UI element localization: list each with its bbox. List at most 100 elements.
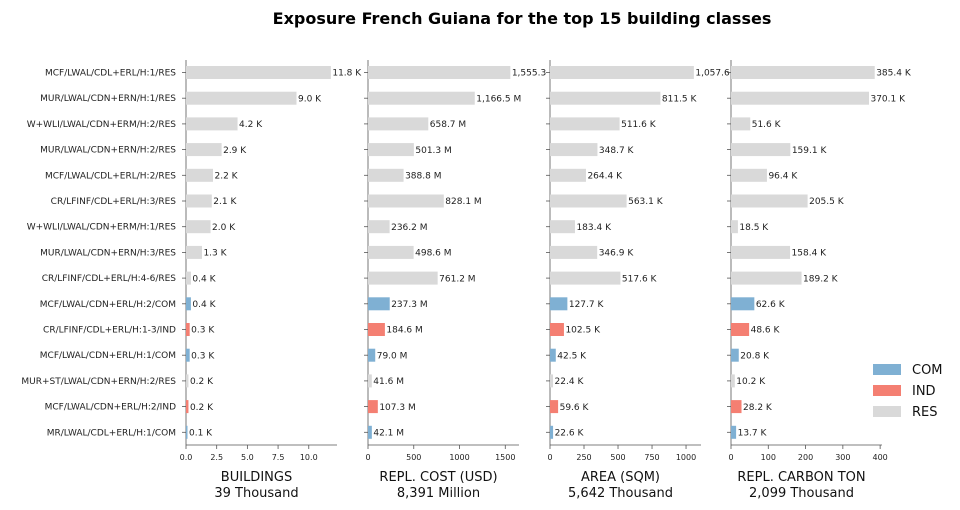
bar-res: [550, 91, 661, 105]
bar-res: [731, 117, 751, 131]
bar-res: [368, 220, 390, 234]
x-tick-label: 200: [798, 453, 813, 462]
category-label: MUR/LWAL/CDN+ERN/H:3/RES: [40, 248, 176, 258]
bar-com: [186, 425, 188, 439]
value-label: 42.1 M: [373, 429, 404, 439]
bar-com: [368, 425, 372, 439]
category-label: MR/LWAL/CDL+ERL/H:1/COM: [47, 428, 176, 438]
category-label: MUR/LWAL/CDN+ERN/H:2/RES: [40, 146, 176, 156]
value-label: 498.6 M: [415, 249, 451, 259]
bar-res: [368, 374, 372, 388]
value-label: 159.1 K: [792, 146, 828, 156]
category-label: MCF/LWAL/CDN+ERL/H:1/COM: [40, 351, 176, 361]
bar-com: [186, 348, 190, 362]
value-label: 2.0 K: [212, 223, 236, 233]
value-label: 563.1 K: [628, 197, 664, 207]
bar-ind: [731, 400, 742, 414]
bar-ind: [186, 323, 190, 336]
bar-res: [550, 66, 694, 79]
value-label: 22.4 K: [555, 377, 585, 387]
legend: COM IND RES: [873, 363, 943, 420]
value-label: 2.9 K: [223, 146, 247, 156]
value-label: 348.7 K: [599, 146, 635, 156]
legend-swatch-res: [873, 406, 901, 417]
chart-panels: 11.8 K 9.0 K 4.2 K 2.9 K 2.2 K 2.1 K 2.0 K 1.3 …: [180, 60, 912, 501]
panel-4: 385.4 K 370.1 K 51.6 K 159.1 K 96.4 K 205.5 K…: [727, 60, 912, 501]
value-label: 11.8 K: [332, 69, 362, 79]
value-label: 9.0 K: [298, 94, 322, 104]
bar-res: [368, 271, 438, 285]
value-label: 96.4 K: [768, 172, 798, 182]
category-label: CR/LFINF/CDL+ERL/H:1-3/IND: [43, 326, 176, 336]
bar-res: [731, 245, 791, 259]
panel-1: 11.8 K 9.0 K 4.2 K 2.9 K 2.2 K 2.1 K 2.0 K 1.3 …: [180, 60, 362, 501]
value-label: 511.6 K: [621, 120, 657, 130]
value-label: 102.5 K: [565, 326, 601, 336]
value-label: 79.0 M: [377, 351, 408, 361]
value-label: 158.4 K: [792, 249, 828, 259]
value-label: 41.6 M: [373, 377, 404, 387]
value-label: 205.5 K: [809, 197, 845, 207]
category-label: MCF/LWAL/CDN+ERL/H:2/COM: [40, 300, 176, 310]
x-tick-label: 1000: [676, 453, 696, 462]
x-axis-label: BUILDINGS: [221, 470, 292, 485]
bar-res: [550, 374, 554, 388]
value-label: 4.2 K: [239, 120, 263, 130]
value-label: 18.5 K: [739, 223, 769, 233]
bar-res: [731, 66, 875, 79]
category-label: MUR+ST/LWAL/CDN+ERN/H:2/RES: [21, 377, 176, 387]
value-label: 59.6 K: [560, 403, 590, 413]
bar-res: [731, 374, 735, 388]
bar-com: [550, 297, 568, 311]
bar-ind: [550, 400, 559, 414]
value-label: 48.6 K: [751, 326, 781, 336]
value-label: 22.6 K: [555, 429, 585, 439]
value-label: 127.7 K: [569, 300, 605, 310]
bar-res: [731, 271, 802, 285]
x-tick-label: 250: [576, 453, 591, 462]
value-label: 2.2 K: [215, 172, 239, 182]
legend-label: RES: [912, 405, 938, 420]
value-label: 0.3 K: [191, 326, 215, 336]
x-tick-label: 100: [761, 453, 776, 462]
value-label: 0.4 K: [192, 274, 216, 284]
value-label: 183.4 K: [576, 223, 612, 233]
legend-swatch-com: [873, 364, 901, 375]
bar-res: [550, 245, 598, 259]
bar-res: [550, 271, 621, 285]
category-label: MCF/LWAL/CDL+ERL/H:1/RES: [45, 69, 176, 79]
x-tick-label: 400: [872, 453, 887, 462]
value-label: 828.1 M: [445, 197, 481, 207]
x-tick-label: 500: [406, 453, 421, 462]
x-tick-label: 2.5: [210, 453, 223, 462]
bar-res: [550, 117, 620, 131]
value-label: 51.6 K: [752, 120, 782, 130]
legend-label: IND: [912, 384, 936, 399]
x-tick-label: 0: [365, 453, 370, 462]
bar-com: [731, 348, 739, 362]
x-tick-label: 7.5: [272, 453, 285, 462]
value-label: 0.2 K: [190, 403, 214, 413]
bar-res: [731, 143, 791, 157]
category-label: MUR/LWAL/CDN+ERN/H:1/RES: [40, 94, 176, 104]
x-tick-label: 500: [610, 453, 625, 462]
category-label: W+WLI/LWAL/CDN+ERM/H:1/RES: [27, 223, 177, 233]
value-label: 370.1 K: [870, 94, 906, 104]
chart-title: Exposure French Guiana for the top 15 bu…: [273, 9, 772, 28]
x-tick-label: 0: [547, 453, 552, 462]
bar-res: [186, 117, 238, 131]
bar-res: [368, 143, 414, 157]
bar-res: [186, 245, 202, 259]
bar-com: [368, 348, 376, 362]
value-label: 20.8 K: [740, 351, 770, 361]
value-label: 264.4 K: [587, 172, 623, 182]
x-tick-label: 0: [728, 453, 733, 462]
category-label: W+WLI/LWAL/CDN+ERM/H:2/RES: [27, 120, 177, 130]
x-tick-label: 10.0: [300, 453, 318, 462]
bar-com: [731, 425, 737, 439]
value-label: 0.3 K: [191, 351, 215, 361]
bar-ind: [186, 400, 189, 414]
bar-res: [368, 245, 414, 259]
bar-res: [186, 220, 211, 234]
